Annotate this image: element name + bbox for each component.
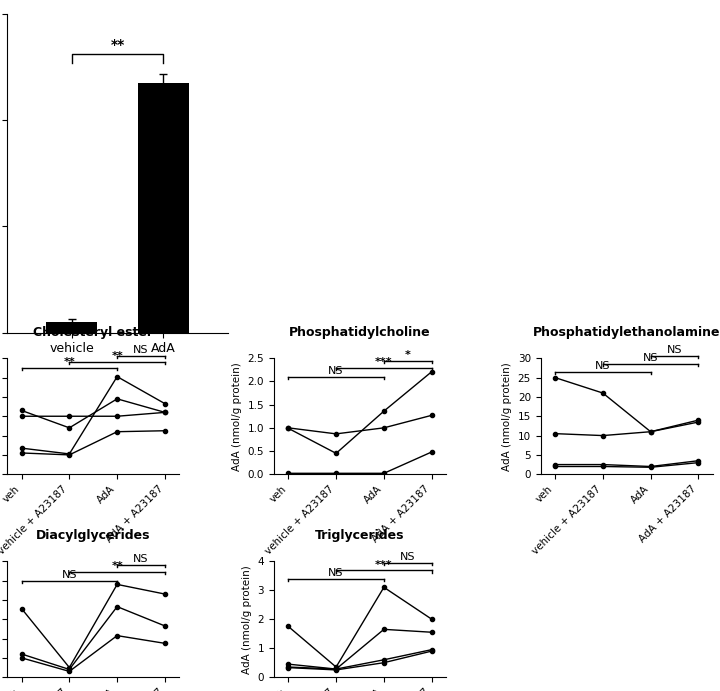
- Bar: [46, 322, 96, 333]
- Text: NS: NS: [62, 569, 77, 580]
- Y-axis label: AdA (nmol/g protein): AdA (nmol/g protein): [242, 565, 252, 674]
- Text: **: **: [110, 38, 125, 52]
- Text: NS: NS: [643, 353, 658, 363]
- Bar: [138, 83, 189, 333]
- Text: NS: NS: [133, 553, 149, 564]
- Text: NS: NS: [328, 366, 344, 376]
- Y-axis label: AdA (nmol/g protein): AdA (nmol/g protein): [502, 362, 512, 471]
- Title: Diacylglycerides: Diacylglycerides: [36, 529, 150, 542]
- Text: NS: NS: [328, 568, 344, 578]
- Text: *: *: [405, 350, 410, 360]
- Text: A: A: [0, 0, 9, 4]
- Text: NS: NS: [667, 346, 683, 355]
- Text: **: **: [63, 357, 75, 367]
- Y-axis label: AdA (nmol/g protein): AdA (nmol/g protein): [232, 362, 242, 471]
- Text: NS: NS: [400, 552, 415, 562]
- Text: NS: NS: [595, 361, 611, 371]
- Text: ***: ***: [375, 357, 392, 367]
- Text: NS: NS: [133, 346, 149, 355]
- Text: **: **: [112, 561, 123, 571]
- Title: Phosphatidylcholine: Phosphatidylcholine: [289, 326, 431, 339]
- Title: Triglycerides: Triglycerides: [315, 529, 405, 542]
- Title: Cholesteryl ester: Cholesteryl ester: [33, 326, 153, 339]
- Text: ***: ***: [375, 560, 392, 569]
- Title: Phosphatidylethanolamine: Phosphatidylethanolamine: [533, 326, 720, 339]
- Text: **: **: [112, 351, 123, 361]
